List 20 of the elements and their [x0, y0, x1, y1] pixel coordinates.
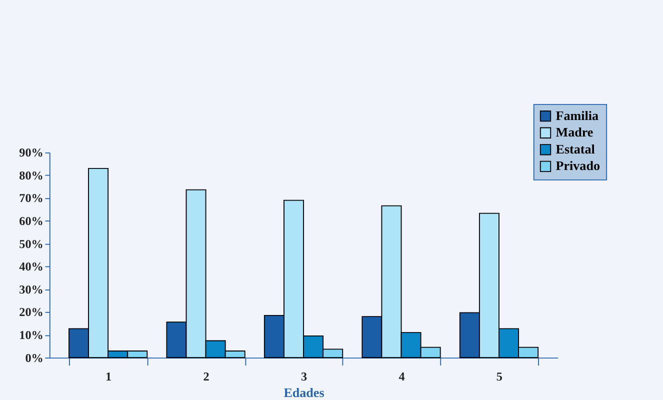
legend-label: Estatal	[556, 141, 596, 156]
legend-label: Familia	[556, 108, 599, 123]
y-tick-label: 10%	[19, 328, 44, 342]
x-axis-title: Edades	[284, 385, 324, 400]
y-tick-label: 20%	[19, 305, 44, 320]
y-tick-label: 0%	[25, 350, 44, 365]
y-tick-label: 90%	[19, 146, 44, 160]
legend-label: Madre	[556, 124, 594, 140]
x-tick-label: 1	[105, 369, 112, 384]
x-tick-label: 2	[203, 369, 210, 384]
y-tick-label: 50%	[19, 236, 44, 251]
x-tick-label: 3	[300, 369, 308, 384]
y-tick-label: 40%	[19, 260, 44, 274]
y-tick-label: 30%	[19, 282, 44, 296]
y-tick-label: 80%	[19, 168, 44, 182]
x-tick-label: 4	[398, 369, 405, 384]
x-tick-label: 5	[496, 369, 502, 384]
legend-label: Privado	[556, 158, 600, 174]
y-tick-label: 70%	[19, 191, 44, 206]
y-tick-label: 60%	[19, 214, 44, 228]
